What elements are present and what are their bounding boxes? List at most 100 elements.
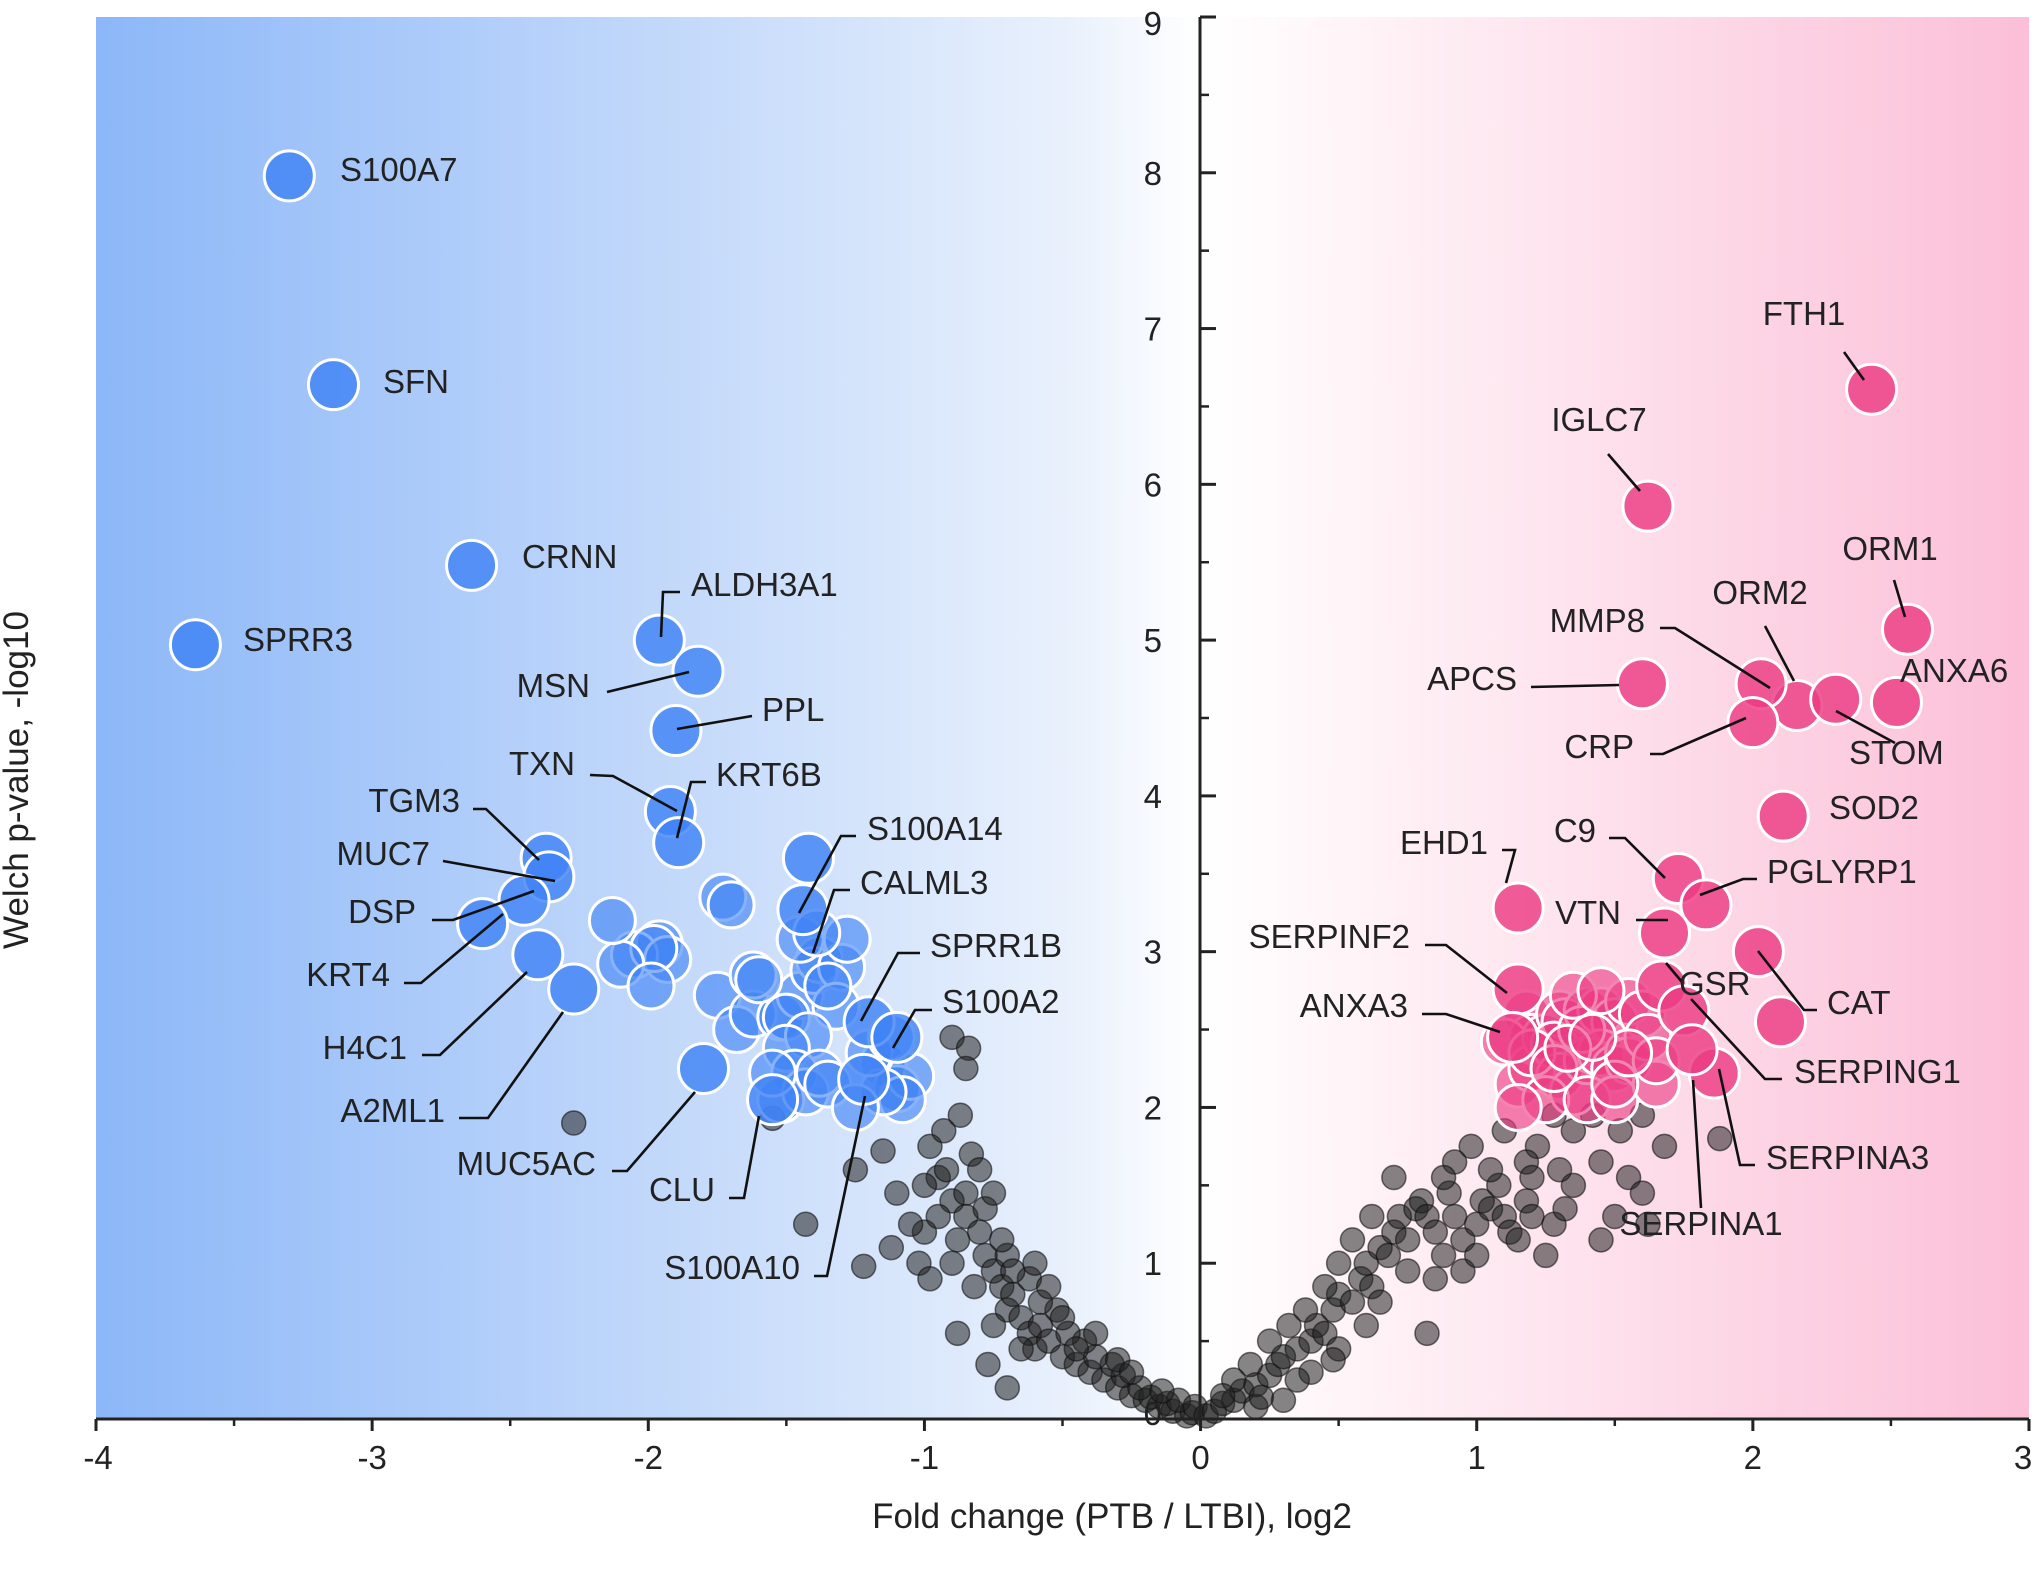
ns-point <box>870 1138 896 1164</box>
ns-point <box>1292 1297 1319 1323</box>
y-tick-label: 7 <box>1144 311 1162 348</box>
y-axis-title: Welch p-value, -log10 <box>0 611 36 949</box>
ns-point <box>1082 1320 1109 1347</box>
point-krt6b <box>652 816 706 870</box>
point-h4c1 <box>511 928 565 982</box>
point-anxa3 <box>1486 1010 1540 1064</box>
point-s100a7 <box>262 149 316 203</box>
ns-point <box>1063 1336 1090 1362</box>
ns-point <box>980 1312 1007 1339</box>
point-sprr3 <box>168 618 222 672</box>
x-tick-label: -1 <box>910 1439 939 1476</box>
leader-serpina1 <box>1691 1079 1703 1209</box>
leader-calml3 <box>811 888 850 954</box>
ns-point <box>1533 1242 1559 1269</box>
ns-point <box>1629 1180 1656 1206</box>
ns-point <box>1546 1157 1573 1183</box>
ns-point <box>1588 1149 1614 1175</box>
ns-point <box>1430 1242 1457 1269</box>
label-s100a14: S100A14 <box>867 810 1003 847</box>
leader-serpina3 <box>1717 1068 1755 1167</box>
ns-point <box>953 1180 979 1206</box>
ns-point <box>1320 1347 1346 1373</box>
y-tick-label: 5 <box>1144 622 1162 659</box>
ns-point <box>939 1250 965 1276</box>
leader-anxa3 <box>1422 1012 1501 1034</box>
leader-apcs <box>1530 683 1620 689</box>
ns-point <box>1635 1211 1661 1238</box>
ns-point <box>897 1211 924 1238</box>
ns-point <box>917 1266 943 1292</box>
ns-point <box>1441 1203 1468 1230</box>
point-muc5ac <box>677 1042 731 1095</box>
label-sod2: SOD2 <box>1829 789 1919 826</box>
ns-point <box>1325 1250 1352 1276</box>
label-aldh3a1: ALDH3A1 <box>691 566 838 603</box>
point-stom <box>1809 672 1863 726</box>
leader-serpinf2 <box>1425 943 1508 995</box>
label-muc7: MUC7 <box>336 835 430 872</box>
ns-point <box>1312 1273 1338 1300</box>
point-iglc7 <box>1621 479 1675 533</box>
ns-point <box>1422 1266 1449 1292</box>
label-orm1: ORM1 <box>1842 530 1937 567</box>
label-krt6b: KRT6B <box>716 756 822 793</box>
x-tick-label: -4 <box>83 1439 112 1476</box>
leader-c9 <box>1609 836 1666 879</box>
ns-point <box>1706 1125 1733 1152</box>
down-point <box>626 961 676 1011</box>
point-vtn <box>1637 906 1691 960</box>
label-sfn: SFN <box>383 363 449 400</box>
x-tick-label: 3 <box>2014 1439 2032 1476</box>
leader-s100a2 <box>891 1008 932 1049</box>
leader-stom <box>1835 709 1896 745</box>
ns-point <box>1651 1133 1678 1160</box>
label-s100a7: S100A7 <box>340 151 457 188</box>
down-regulated-points <box>168 149 936 1132</box>
ns-point <box>1049 1304 1076 1331</box>
point-anxa6 <box>1869 675 1923 729</box>
point-s100a2 <box>870 1010 924 1064</box>
ns-point <box>925 1203 951 1230</box>
label-leader-lines <box>404 351 1907 1278</box>
leader-ehd1 <box>1502 848 1517 884</box>
label-ppl: PPL <box>762 691 824 728</box>
leader-a2ml1 <box>459 1011 565 1120</box>
leader-orm2 <box>1763 625 1796 682</box>
point-sfn <box>306 358 360 412</box>
y-tick-label: 9 <box>1144 5 1162 42</box>
label-krt4: KRT4 <box>306 956 390 993</box>
ns-point <box>560 1110 587 1136</box>
leader-clu <box>729 1115 761 1200</box>
leader-serping1 <box>1690 998 1782 1081</box>
ns-point <box>1353 1312 1380 1339</box>
down-point <box>734 955 784 1005</box>
x-tick-label: 2 <box>1744 1439 1762 1476</box>
ns-point <box>1276 1312 1302 1339</box>
label-tgm3: TGM3 <box>368 782 460 819</box>
x-tick-label: -3 <box>357 1439 386 1476</box>
y-tick-label: 0 <box>1144 1395 1162 1432</box>
label-msn: MSN <box>517 667 590 704</box>
ns-point <box>1588 1227 1614 1253</box>
leader-orm1 <box>1892 579 1907 618</box>
y-tick-label: 2 <box>1144 1089 1162 1126</box>
point-sod2 <box>1756 789 1810 843</box>
leader-fth1 <box>1842 351 1866 381</box>
label-sprr3: SPRR3 <box>243 621 353 658</box>
point-clu <box>746 1073 800 1127</box>
axis-ticks: -4 -3 -2 -1 0 1 2 3 0 1 2 3 4 5 6 7 8 9 <box>83 5 2032 1476</box>
label-h4c1: H4C1 <box>323 1029 407 1066</box>
ns-point <box>1000 1258 1026 1284</box>
up-point <box>1576 966 1626 1016</box>
ns-point <box>1394 1258 1421 1284</box>
label-calml3: CALML3 <box>860 864 988 901</box>
label-muc5ac: MUC5AC <box>457 1145 596 1182</box>
leader-aldh3a1 <box>659 590 680 638</box>
y-tick-label: 1 <box>1144 1245 1162 1282</box>
ns-point <box>1149 1378 1175 1404</box>
ns-point <box>1552 1195 1578 1222</box>
label-sprr1b: SPRR1B <box>930 927 1062 964</box>
ns-point <box>1381 1164 1407 1191</box>
